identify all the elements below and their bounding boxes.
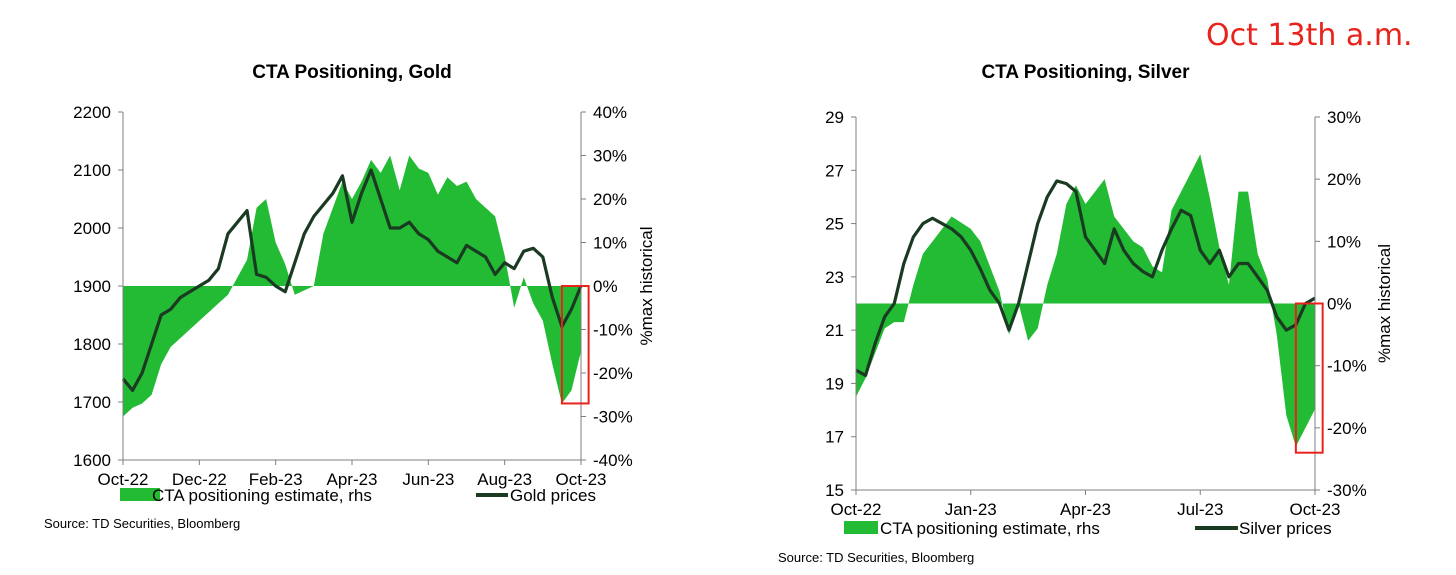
left-tick-label: 25 [825,215,844,234]
legend-area-label: CTA positioning estimate, rhs [880,519,1100,538]
timestamp-annotation: Oct 13th a.m. [1206,18,1413,53]
x-tick-label: Apr-23 [1060,500,1111,519]
right-tick-label: 30% [1327,108,1361,127]
right-tick-label: -30% [593,408,633,427]
positioning-area [856,154,1315,447]
x-tick-label: Aug-23 [477,470,532,489]
left-tick-label: 27 [825,161,844,180]
right-axis-title: %max historical [1375,244,1394,363]
right-tick-label: -10% [1327,357,1367,376]
x-tick-label: Apr-23 [326,470,377,489]
right-tick-label: -20% [593,364,633,383]
left-tick-label: 1600 [73,451,111,470]
left-tick-label: 17 [825,428,844,447]
right-tick-label: 10% [1327,232,1361,251]
x-tick-label: Oct-23 [555,470,606,489]
x-tick-label: Jan-23 [945,500,997,519]
x-tick-label: Jul-23 [1177,500,1223,519]
left-tick-label: 1800 [73,335,111,354]
gold-chart: CTA Positioning, Gold 1600 1700 1800 1900 200… [44,62,656,531]
x-tick-label: Oct-23 [1289,500,1340,519]
right-tick-label: -30% [1327,481,1367,500]
left-tick-label: 1700 [73,393,111,412]
x-tick-label: Jun-23 [402,470,454,489]
legend-line-label: Gold prices [510,486,596,505]
legend-area-label: CTA positioning estimate, rhs [152,486,372,505]
silver-chart: CTA Positioning, Silver 15 17 19 21 23 25 27 29 -… [778,62,1394,565]
left-tick-label: 23 [825,268,844,287]
left-tick-label: 19 [825,374,844,393]
positioning-area [123,155,581,417]
left-tick-label: 2200 [73,103,111,122]
x-tick-label: Dec-22 [172,470,227,489]
right-tick-label: 40% [593,103,627,122]
price-line [855,179,1316,378]
chart-title: CTA Positioning, Gold [252,62,451,83]
chart-title: CTA Positioning, Silver [982,62,1191,83]
legend-line-label: Silver prices [1239,519,1332,538]
right-tick-label: 20% [1327,170,1361,189]
right-tick-label: 0% [593,277,618,296]
left-tick-label: 1900 [73,277,111,296]
right-tick-label: -40% [593,451,633,470]
legend-area-swatch [120,488,160,501]
x-tick-label: Oct-22 [97,470,148,489]
left-tick-label: 29 [825,108,844,127]
right-tick-label: 20% [593,190,627,209]
x-tick-label: Feb-23 [249,470,303,489]
highlight-box [1294,302,1324,454]
right-tick-label: 0% [1327,295,1352,314]
left-tick-label: 2000 [73,219,111,238]
right-tick-label: 10% [593,234,627,253]
right-tick-label: -10% [593,321,633,340]
highlight-box [560,285,590,405]
right-tick-label: 30% [593,147,627,166]
right-tick-label: -20% [1327,419,1367,438]
right-axis-title: %max historical [637,226,656,345]
legend-area-swatch [844,521,878,534]
price-line [121,168,583,392]
x-tick-label: Oct-22 [830,500,881,519]
source-note: Source: TD Securities, Bloomberg [778,550,974,565]
left-tick-label: 21 [825,321,844,340]
source-note: Source: TD Securities, Bloomberg [44,516,240,531]
left-tick-label: 2100 [73,161,111,180]
left-tick-label: 15 [825,481,844,500]
